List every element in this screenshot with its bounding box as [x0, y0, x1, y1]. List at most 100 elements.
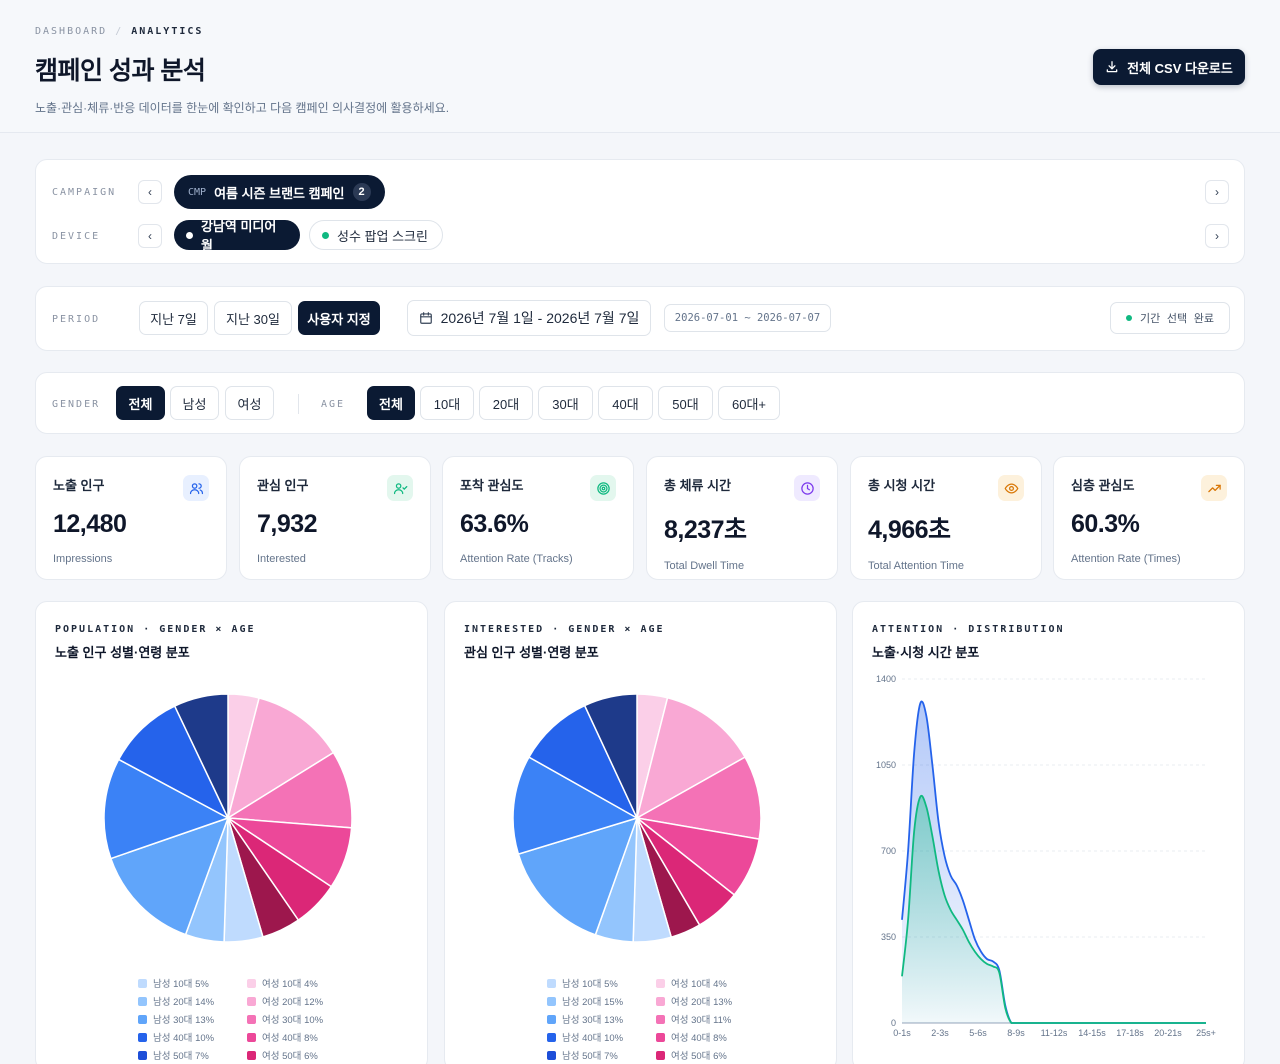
page-subtitle: 노출·관심·체류·반응 데이터를 한눈에 확인하고 다음 캠페인 의사결정에 활…: [35, 101, 450, 115]
x-tick-label: 14-15s: [1078, 1028, 1106, 1038]
pie-slice[interactable]: [512, 756, 639, 856]
age-option-30s[interactable]: 30대: [538, 386, 593, 420]
period-status-text: 기간 선택 완료: [1140, 312, 1214, 325]
breadcrumb-separator: /: [115, 26, 124, 37]
csv-download-button[interactable]: 전체 CSV 다운로드: [1093, 49, 1245, 85]
kpi-title: 총 시청 시간: [868, 478, 936, 493]
pie-slice[interactable]: [527, 704, 639, 820]
device-chip-seongsu[interactable]: 성수 팝업 스크린: [309, 220, 443, 250]
calendar-icon: [419, 312, 432, 324]
period-option-custom[interactable]: 사용자 지정: [298, 301, 380, 335]
kpi-card-interested: 관심 인구 7,932 Interested: [239, 456, 431, 580]
legend-item: 여성 50대 6%: [247, 1048, 318, 1062]
age-option-20s[interactable]: 20대: [479, 386, 533, 420]
gender-option-male[interactable]: 남성: [170, 386, 219, 420]
campaign-chip[interactable]: CMP 여름 시즌 브랜드 캠페인 2: [174, 175, 385, 209]
legend-swatch: [138, 996, 147, 1006]
pie-slice[interactable]: [117, 705, 230, 820]
period-label: PERIOD: [52, 314, 101, 325]
status-dot: [1126, 315, 1133, 321]
legend-swatch: [547, 996, 556, 1006]
legend-swatch: [656, 1050, 665, 1060]
pie-slice[interactable]: [225, 751, 353, 829]
age-option-40s[interactable]: 40대: [598, 386, 653, 420]
pie-slice[interactable]: [109, 816, 230, 936]
panel-eyebrow: POPULATION · GENDER × AGE: [55, 624, 256, 635]
x-tick-label: 20-21s: [1154, 1028, 1182, 1038]
legend-label: 여성 20대 12%: [262, 997, 324, 1008]
device-next-button[interactable]: ›: [1205, 224, 1229, 248]
campaign-prefix: CMP: [188, 186, 207, 198]
kpi-title: 노출 인구: [53, 478, 105, 493]
breadcrumb-dashboard[interactable]: DASHBOARD: [35, 26, 108, 37]
legend-swatch: [247, 1050, 256, 1060]
pie-slice[interactable]: [583, 693, 638, 819]
kpi-title: 총 체류 시간: [664, 478, 732, 493]
legend-label: 여성 50대 6%: [262, 1051, 318, 1062]
period-card: PERIOD 지난 7일 지난 30일 사용자 지정 2026년 7월 1일 -…: [35, 286, 1245, 351]
date-range-text: 2026년 7월 1일 - 2026년 7월 7일: [440, 310, 640, 326]
age-option-all[interactable]: 전체: [367, 386, 415, 420]
interested-pie-chart: [512, 693, 762, 943]
pie-slice[interactable]: [173, 693, 229, 819]
date-range-picker[interactable]: 2026년 7월 1일 - 2026년 7월 7일: [407, 300, 651, 336]
period-option-30d[interactable]: 지난 30일: [214, 301, 292, 335]
device-prev-button[interactable]: ‹: [138, 224, 162, 248]
gender-option-female[interactable]: 여성: [225, 386, 274, 420]
legend-item: 남성 10대 5%: [547, 976, 618, 990]
y-tick-label: 350: [881, 932, 896, 942]
campaign-name: 여름 시즌 브랜드 캠페인: [214, 185, 345, 201]
download-icon: [1106, 61, 1118, 73]
legend-item: 남성 30대 13%: [547, 1012, 623, 1026]
page-title: 캠페인 성과 분석: [35, 57, 206, 85]
kpi-value: 4,966초: [868, 516, 951, 544]
campaign-next-button[interactable]: ›: [1205, 180, 1229, 204]
legend-item: 여성 20대 13%: [656, 994, 732, 1008]
legend-label: 여성 20대 13%: [671, 997, 733, 1008]
pie-slice[interactable]: [226, 697, 335, 820]
period-option-7d[interactable]: 지난 7일: [139, 301, 208, 335]
breadcrumb-analytics: ANALYTICS: [131, 26, 204, 37]
kpi-card-impressions: 노출 인구 12,480 Impressions: [35, 456, 227, 580]
age-option-50s[interactable]: 50대: [658, 386, 713, 420]
user-check-icon: [387, 475, 413, 501]
pie-slice[interactable]: [103, 758, 230, 860]
legend-swatch: [247, 978, 256, 988]
pie-slice[interactable]: [634, 756, 762, 840]
age-option-60plus[interactable]: 60대+: [718, 386, 780, 420]
campaign-label: CAMPAIGN: [52, 187, 117, 198]
interested-pie-panel: INTERESTED · GENDER × AGE 관심 인구 성별·연령 분포…: [444, 601, 837, 1064]
legend-item: 여성 30대 10%: [247, 1012, 323, 1026]
kpi-card-attention-tracks: 포착 관심도 63.6% Attention Rate (Tracks): [442, 456, 634, 580]
legend-item: 남성 40대 10%: [547, 1030, 623, 1044]
legend-label: 여성 10대 4%: [262, 979, 318, 990]
x-tick-label: 25s+: [1196, 1028, 1216, 1038]
attention-distribution-panel: ATTENTION · DISTRIBUTION 노출·시청 시간 분포 0 35…: [852, 601, 1245, 1064]
panel-eyebrow: INTERESTED · GENDER × AGE: [464, 624, 665, 635]
gender-option-all[interactable]: 전체: [116, 386, 165, 420]
legend-swatch: [656, 1032, 665, 1042]
legend-swatch: [138, 1050, 147, 1060]
series-line[interactable]: [901, 794, 1206, 1024]
panel-eyebrow: ATTENTION · DISTRIBUTION: [872, 624, 1065, 635]
campaign-device-card: CAMPAIGN ‹ CMP 여름 시즌 브랜드 캠페인 2 › DEVICE …: [35, 159, 1245, 264]
legend-label: 여성 50대 6%: [671, 1051, 727, 1062]
pie-slice[interactable]: [517, 816, 639, 936]
kpi-value: 60.3%: [1071, 510, 1140, 538]
campaign-count-badge: 2: [352, 183, 371, 201]
x-tick-label: 8-9s: [1007, 1028, 1025, 1038]
campaign-prev-button[interactable]: ‹: [138, 180, 162, 204]
legend-label: 남성 40대 10%: [153, 1033, 215, 1044]
y-tick-label: 1050: [876, 760, 896, 770]
page-header: DASHBOARD / ANALYTICS 캠페인 성과 분석 노출·관심·체류·반…: [0, 0, 1280, 133]
age-option-10s[interactable]: 10대: [420, 386, 474, 420]
gender-label: GENDER: [52, 399, 101, 410]
panel-title: 노출 인구 성별·연령 분포: [55, 645, 190, 660]
eye-icon: [998, 475, 1024, 501]
population-pie-panel: POPULATION · GENDER × AGE 노출 인구 성별·연령 분포…: [35, 601, 428, 1064]
kpi-title: 관심 인구: [257, 478, 309, 493]
device-chip-gangnam[interactable]: 강남역 미디어월: [174, 219, 300, 253]
device-dot: [322, 231, 329, 239]
legend-label: 남성 30대 13%: [153, 1015, 215, 1026]
pie-slice[interactable]: [635, 696, 747, 820]
